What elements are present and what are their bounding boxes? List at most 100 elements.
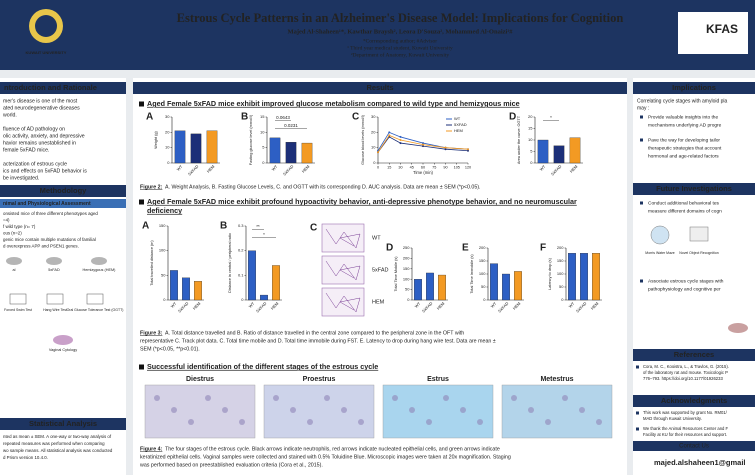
section-header bbox=[633, 349, 755, 361]
figure-label: Figure 2: bbox=[140, 184, 163, 190]
series-line bbox=[377, 136, 469, 153]
intro-text: ics and effects on 5xFAD behavior is bbox=[3, 168, 87, 174]
section-title: Methodology bbox=[40, 186, 87, 195]
section-header bbox=[0, 82, 126, 94]
bar bbox=[301, 142, 313, 164]
cell bbox=[239, 419, 245, 425]
panel-letter: B bbox=[220, 221, 227, 232]
bar bbox=[182, 277, 190, 301]
track-trace bbox=[325, 260, 361, 281]
future-label: Morris Water Maze bbox=[645, 251, 674, 255]
bullet bbox=[640, 138, 643, 142]
significance-label: * bbox=[263, 232, 265, 237]
bar bbox=[438, 274, 446, 301]
y-tick-label: 50 bbox=[559, 284, 564, 289]
bar bbox=[592, 253, 600, 301]
stats-text: d Prism version 10.4.0. bbox=[3, 455, 48, 460]
methods-text: d overexpress APP and PSEN1 genes. bbox=[3, 244, 79, 249]
series-point bbox=[467, 148, 469, 151]
figure-caption: keratinized epithelial cells. Vaginal sa… bbox=[140, 454, 511, 460]
results-heading: Successful identification of the differe… bbox=[147, 362, 378, 371]
figure-caption: A. Total distance travelled and B. Ratio… bbox=[165, 330, 464, 336]
y-tick-label: 0.3 bbox=[238, 223, 244, 228]
intro-text: acterization of estrous cycle bbox=[3, 161, 67, 167]
x-tick-label: WT bbox=[248, 301, 256, 309]
intro-text: mer's disease is one of the most bbox=[3, 98, 78, 104]
bullet bbox=[640, 201, 643, 205]
x-tick-label: 120 bbox=[465, 166, 471, 170]
panel-letter: C bbox=[310, 223, 317, 234]
y-tick-label: 10 bbox=[165, 145, 170, 150]
y-tick-label: 100 bbox=[557, 271, 564, 276]
mouse-icon bbox=[6, 257, 22, 265]
bar bbox=[553, 145, 565, 164]
bullet bbox=[640, 279, 643, 283]
significance-label: 0.0643 bbox=[276, 115, 290, 120]
series-point bbox=[444, 148, 447, 151]
bullet bbox=[636, 411, 639, 415]
x-tick-label: HEM bbox=[569, 164, 579, 174]
methods-text: onsisted mice of three different phenoty… bbox=[3, 211, 98, 216]
bullet bbox=[139, 364, 144, 370]
y-tick-label: 30 bbox=[371, 114, 376, 119]
bullet bbox=[636, 365, 639, 369]
y-tick-label: 10 bbox=[260, 129, 265, 134]
track-label: 5xFAD bbox=[372, 267, 389, 273]
diagram-label: Hang Wire Test bbox=[43, 308, 67, 312]
y-tick-label: 200 bbox=[403, 255, 410, 260]
series-point bbox=[377, 151, 379, 154]
track-label: HEM bbox=[372, 299, 385, 305]
y-tick-label: 0 bbox=[163, 297, 166, 302]
panel-letter: A bbox=[142, 221, 149, 232]
x-tick-label: WT bbox=[170, 301, 178, 309]
track-plot bbox=[321, 223, 365, 253]
cell bbox=[205, 395, 211, 401]
track-trace bbox=[325, 228, 361, 249]
cytology-icon bbox=[53, 335, 73, 345]
bullet-text: hormonal and age-related factors bbox=[648, 153, 719, 159]
y-tick-label: 10 bbox=[371, 145, 376, 150]
implications-text: may : bbox=[637, 105, 649, 111]
bar bbox=[272, 265, 280, 301]
series-point bbox=[467, 149, 469, 152]
test-icon bbox=[86, 293, 104, 305]
micrograph bbox=[382, 384, 494, 439]
cell bbox=[545, 419, 551, 425]
test-icon bbox=[9, 293, 27, 305]
ack-text: We thank the Animal Resources Center and… bbox=[643, 426, 729, 431]
y-tick-label: 200 bbox=[479, 245, 486, 250]
bullet-text: mechanisms underlying AD progre bbox=[648, 122, 722, 128]
series-point bbox=[422, 145, 424, 148]
x-tick-label: 0 bbox=[377, 166, 379, 170]
track-plot bbox=[321, 287, 365, 317]
contact-email: majed.alshaheen1@gmail bbox=[654, 458, 746, 467]
x-tick-label: 105 bbox=[454, 166, 460, 170]
series-line bbox=[377, 134, 469, 153]
university-name: KUWAIT UNIVERSITY bbox=[26, 50, 67, 55]
section-header bbox=[0, 418, 126, 430]
university-logo-inner bbox=[35, 15, 57, 37]
section-title: ntroduction and Rationale bbox=[4, 83, 97, 92]
cell bbox=[324, 395, 330, 401]
panel-letter: E bbox=[462, 243, 469, 254]
intro-text: olic activity, anxiety, and depressive bbox=[3, 133, 85, 139]
y-tick-label: 150 bbox=[557, 258, 564, 263]
y-tick-label: 150 bbox=[403, 266, 410, 271]
series-point bbox=[444, 146, 447, 149]
figure-caption: SEM (*p<0.05, **p<0.01). bbox=[140, 346, 200, 352]
ack-text: Facility at KU for their resources and s… bbox=[643, 432, 727, 437]
x-tick-label: HEM bbox=[270, 301, 280, 311]
y-axis-label: Weight (g) bbox=[154, 131, 158, 149]
figure-caption: A. Weight Analysis, B. Fasting Glucose L… bbox=[165, 184, 481, 190]
series-point bbox=[422, 143, 424, 146]
y-tick-label: 0 bbox=[530, 160, 533, 165]
y-axis-label: Area under the curve: OGTT bbox=[517, 115, 521, 164]
bullet-text: measure different domains of cogn bbox=[648, 208, 722, 214]
x-tick-label: 75 bbox=[432, 166, 436, 170]
cell bbox=[307, 419, 313, 425]
x-tick-label: WT bbox=[176, 164, 184, 172]
panel-letter: D bbox=[509, 112, 516, 123]
results-heading: deficiency bbox=[147, 206, 182, 215]
bar bbox=[269, 137, 281, 164]
